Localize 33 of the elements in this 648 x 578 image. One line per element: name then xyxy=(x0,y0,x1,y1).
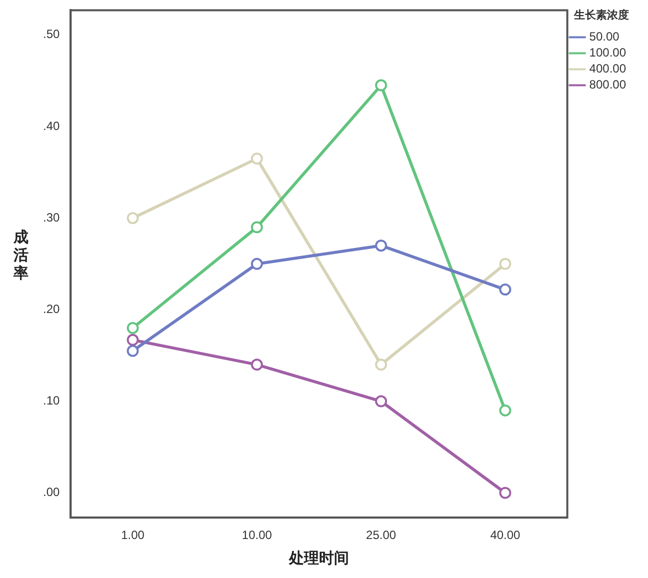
point xyxy=(250,221,263,234)
y-tick-label: .30 xyxy=(42,210,60,224)
y-tick-label: .40 xyxy=(42,118,60,133)
point xyxy=(250,258,263,270)
y-tick-label: .20 xyxy=(42,302,60,316)
y-axis-title: 成活率 xyxy=(12,228,30,282)
point xyxy=(250,358,263,371)
legend-label: 800.00 xyxy=(589,78,626,92)
point xyxy=(499,486,512,499)
point xyxy=(375,240,388,252)
legend-label: 100.00 xyxy=(589,46,626,60)
point xyxy=(499,404,512,416)
y-tick-label: .00 xyxy=(42,485,60,500)
point xyxy=(375,395,388,408)
y-tick-label: .50 xyxy=(42,27,60,42)
point xyxy=(126,344,139,357)
point xyxy=(250,152,263,165)
legend-label: 50.00 xyxy=(589,30,620,44)
x-tick-label: 25.00 xyxy=(366,528,396,542)
point xyxy=(375,79,388,92)
x-tick-label: 1.00 xyxy=(121,528,145,542)
legend-title: 生长素浓度 xyxy=(573,8,630,22)
legend-label: 400.00 xyxy=(589,62,626,76)
point xyxy=(126,334,139,346)
point xyxy=(126,212,139,224)
x-axis-title: 处理时间 xyxy=(288,548,349,567)
y-tick-label: .10 xyxy=(42,394,60,408)
point xyxy=(499,284,512,296)
x-tick-label: 10.00 xyxy=(242,528,272,542)
point xyxy=(375,358,388,371)
point xyxy=(126,322,139,334)
point xyxy=(499,258,512,270)
x-tick-label: 40.00 xyxy=(490,528,521,542)
